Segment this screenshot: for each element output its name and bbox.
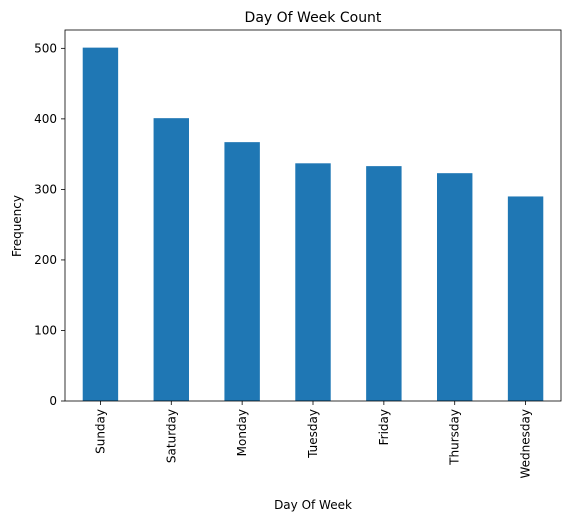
x-tick-label-tuesday: Tuesday bbox=[306, 409, 320, 459]
bar-thursday bbox=[437, 173, 472, 401]
y-tick-label-400: 400 bbox=[34, 112, 57, 126]
y-tick-label-300: 300 bbox=[34, 182, 57, 196]
x-tick-label-friday: Friday bbox=[377, 409, 391, 445]
x-tick-label-wednesday: Wednesday bbox=[519, 409, 533, 478]
y-tick-label-0: 0 bbox=[49, 394, 57, 408]
x-axis-label: Day Of Week bbox=[274, 498, 352, 512]
y-tick-label-200: 200 bbox=[34, 253, 57, 267]
x-tick-label-saturday: Saturday bbox=[164, 409, 178, 463]
x-tick-label-thursday: Thursday bbox=[448, 409, 462, 466]
y-tick-label-100: 100 bbox=[34, 323, 57, 337]
x-tick-label-monday: Monday bbox=[235, 409, 249, 456]
y-axis-label: Frequency bbox=[10, 195, 24, 257]
bar-tuesday bbox=[295, 163, 330, 401]
bar-monday bbox=[224, 142, 259, 401]
x-tick-label-sunday: Sunday bbox=[93, 409, 107, 454]
chart-title: Day Of Week Count bbox=[245, 10, 382, 26]
y-tick-label-500: 500 bbox=[34, 41, 57, 55]
bars-group bbox=[83, 48, 544, 401]
bar-friday bbox=[366, 166, 401, 401]
bar-wednesday bbox=[508, 196, 543, 401]
bar-saturday bbox=[154, 118, 189, 401]
bar-sunday bbox=[83, 48, 118, 401]
